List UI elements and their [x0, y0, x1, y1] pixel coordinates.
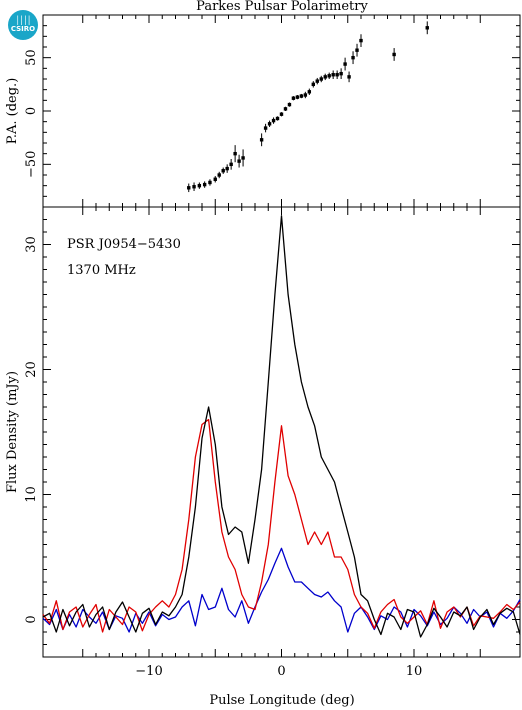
- pa-ylabel: P.A. (deg.): [5, 78, 20, 145]
- pa-point: [197, 183, 202, 188]
- pa-point: [307, 90, 312, 94]
- pa-point: [208, 180, 212, 185]
- flux-ytick-label: 20: [24, 361, 39, 378]
- pa-point: [187, 186, 191, 190]
- pa-point: [355, 48, 359, 52]
- frequency-annotation: 1370 MHz: [67, 263, 136, 278]
- pa-point: [347, 75, 351, 79]
- flux-ytick-label: 0: [24, 615, 39, 623]
- flux-series-lines: [42, 215, 521, 638]
- pulsar-name-annotation: PSR J0954−5430: [67, 237, 181, 252]
- flux-series-total: [42, 215, 521, 638]
- pa-point: [263, 126, 268, 130]
- pa-point: [339, 71, 343, 76]
- pa-point: [343, 62, 347, 66]
- pa-point: [271, 118, 276, 123]
- flux-ytick-label: 30: [24, 236, 39, 253]
- pa-point: [237, 159, 241, 163]
- pa-ytick-label: −50: [24, 151, 39, 178]
- pa-axis-ticks: −50 0 50: [24, 15, 520, 207]
- csiro-logo-icon: ││││: [15, 16, 31, 25]
- pa-point: [303, 93, 308, 97]
- pa-point: [213, 177, 217, 181]
- pa-point: [291, 96, 296, 100]
- pa-point: [359, 38, 363, 43]
- pa-point: [287, 102, 292, 107]
- pa-point: [319, 77, 323, 81]
- pa-point: [327, 74, 331, 78]
- flux-xtick-label: −10: [135, 664, 162, 679]
- pa-point: [241, 156, 245, 160]
- pa-point: [225, 166, 229, 171]
- pa-point: [283, 107, 288, 111]
- pa-ytick-label: 50: [24, 49, 39, 66]
- pa-point: [229, 162, 233, 167]
- pa-point: [299, 94, 304, 98]
- pa-point: [192, 185, 196, 189]
- pa-point: [351, 55, 355, 60]
- pa-point: [425, 26, 429, 30]
- flux-ylabel: Flux Density (mJy): [5, 371, 20, 493]
- pa-point: [202, 182, 207, 187]
- flux-xlabel: Pulse Longitude (deg): [209, 693, 354, 708]
- pa-point: [259, 138, 264, 142]
- flux-xtick-label: 10: [406, 664, 423, 679]
- figure-title: Parkes Pulsar Polarimetry: [196, 0, 368, 14]
- pa-ytick-label: 0: [24, 107, 39, 115]
- pa-point: [392, 52, 396, 57]
- pa-data-points: [187, 21, 429, 193]
- pa-point: [323, 75, 327, 79]
- pa-point: [295, 95, 300, 99]
- pa-point: [315, 79, 319, 83]
- pa-point: [311, 82, 315, 87]
- pa-point: [335, 73, 339, 77]
- pa-point: [233, 151, 237, 156]
- pa-point: [267, 122, 272, 126]
- flux-series-linear: [42, 418, 521, 633]
- flux-axis-ticks: −10 0 10 0 10 20 30: [24, 207, 520, 679]
- pa-point: [331, 73, 335, 77]
- flux-series-circular: [42, 547, 521, 633]
- flux-ytick-label: 10: [24, 486, 39, 503]
- pa-point: [275, 116, 280, 121]
- pa-panel-frame: [42, 14, 521, 208]
- csiro-logo: ││││ CSIRO: [8, 10, 38, 40]
- csiro-logo-text: CSIRO: [10, 25, 36, 33]
- pa-point: [217, 173, 221, 177]
- flux-xtick-label: 0: [277, 664, 285, 679]
- pa-point: [279, 112, 284, 116]
- pa-point: [221, 169, 225, 173]
